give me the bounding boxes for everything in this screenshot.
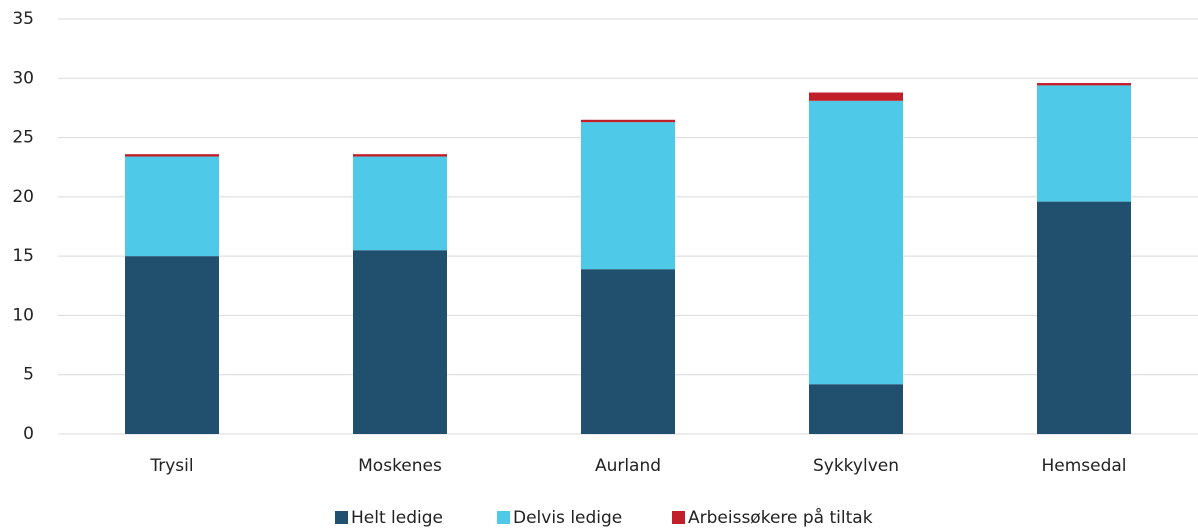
y-tick-label: 30 — [12, 68, 34, 88]
bar-segment — [125, 154, 219, 157]
bar-segment — [353, 250, 447, 434]
bar-segment — [353, 154, 447, 157]
legend-label: Helt ledige — [351, 508, 443, 528]
bar-segment — [1037, 201, 1131, 434]
x-tick-label: Aurland — [595, 456, 661, 476]
bar-segment — [1037, 85, 1131, 202]
legend-swatch — [335, 511, 348, 524]
bar-segment — [125, 156, 219, 257]
bar-segment — [581, 269, 675, 434]
bar-segment — [125, 256, 219, 434]
y-tick-label: 20 — [12, 187, 34, 207]
x-tick-label: Moskenes — [358, 456, 442, 476]
bar-segment — [809, 100, 903, 385]
bar-segment — [581, 119, 675, 123]
bar-segment — [581, 122, 675, 270]
legend-swatch — [672, 511, 685, 524]
y-tick-label: 35 — [12, 9, 34, 29]
bar-segment — [809, 384, 903, 434]
legend-label: Delvis ledige — [513, 508, 622, 528]
y-tick-label: 25 — [12, 128, 34, 148]
legend-label: Arbeissøkere på tiltak — [688, 507, 873, 528]
bar-segment — [809, 92, 903, 101]
y-tick-label: 10 — [12, 305, 34, 325]
bar-segment — [353, 156, 447, 251]
bar-segment — [1037, 83, 1131, 86]
x-tick-label: Sykkylven — [813, 456, 899, 476]
y-tick-label: 0 — [23, 424, 34, 444]
y-tick-label: 15 — [12, 246, 34, 266]
x-tick-label: Trysil — [149, 456, 193, 476]
x-tick-label: Hemsedal — [1041, 456, 1126, 476]
legend-swatch — [497, 511, 510, 524]
y-tick-label: 5 — [23, 365, 34, 385]
